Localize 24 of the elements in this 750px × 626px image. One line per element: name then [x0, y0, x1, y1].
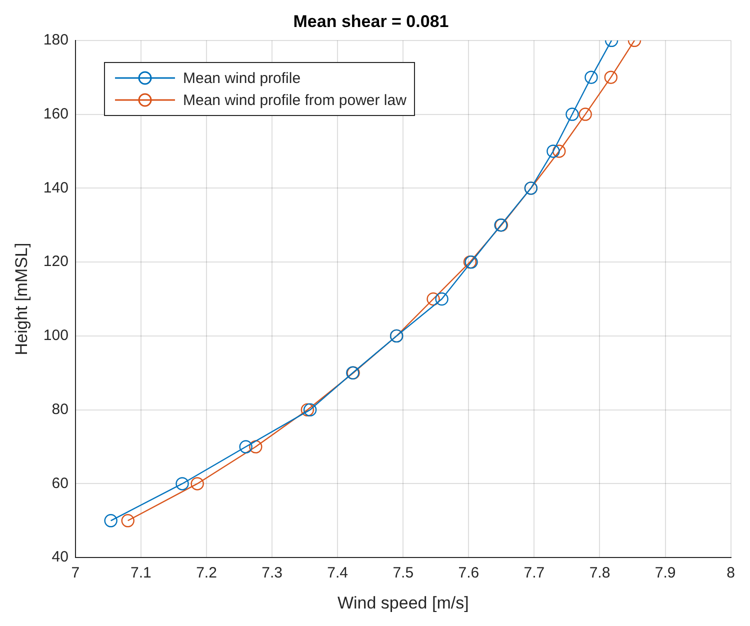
- x-tick-label: 8: [726, 564, 735, 582]
- x-tick-label: 7.9: [654, 564, 676, 582]
- y-tick-label: 120: [43, 253, 68, 270]
- x-axis-title: Wind speed [m/s]: [337, 593, 469, 612]
- legend-label: Mean wind profile: [183, 70, 301, 86]
- x-tick-label: 7: [71, 564, 80, 582]
- x-tick-label: 7.3: [262, 564, 282, 582]
- x-tick-label: 7.8: [589, 564, 610, 582]
- x-tick-label: 7.4: [327, 564, 348, 582]
- y-tick-label: 160: [43, 105, 68, 122]
- x-tick-label: 7.1: [130, 564, 152, 582]
- x-tick-label: 7.2: [196, 564, 217, 582]
- x-tick-label: 7.5: [392, 564, 414, 582]
- chart-title: Mean shear = 0.081: [293, 12, 449, 31]
- y-tick-label: 100: [43, 327, 68, 344]
- y-tick-label: 40: [52, 548, 68, 566]
- y-tick-label: 140: [43, 179, 68, 196]
- y-tick-label: 80: [52, 400, 68, 418]
- x-tick-label: 7.6: [458, 564, 480, 582]
- legend-label: Mean wind profile from power law: [183, 92, 406, 108]
- x-tick-label: 7.7: [524, 564, 545, 582]
- y-tick-label: 180: [43, 32, 68, 49]
- y-tick-label: 60: [52, 474, 68, 492]
- y-axis-title: Height [mMSL]: [12, 242, 31, 356]
